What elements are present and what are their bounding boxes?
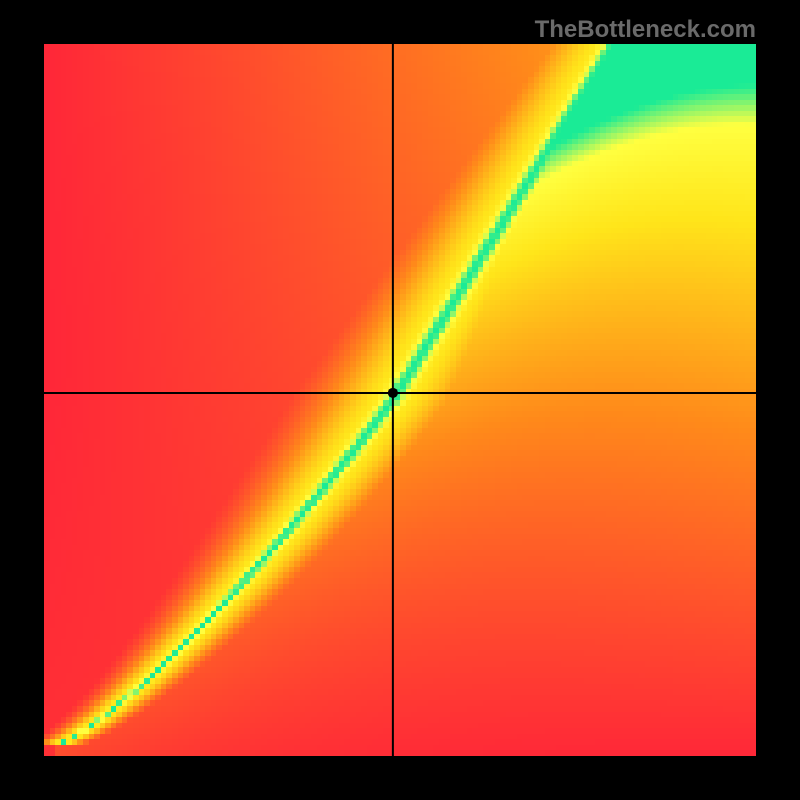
crosshair-overlay [44, 44, 756, 756]
watermark-text: TheBottleneck.com [535, 16, 756, 44]
